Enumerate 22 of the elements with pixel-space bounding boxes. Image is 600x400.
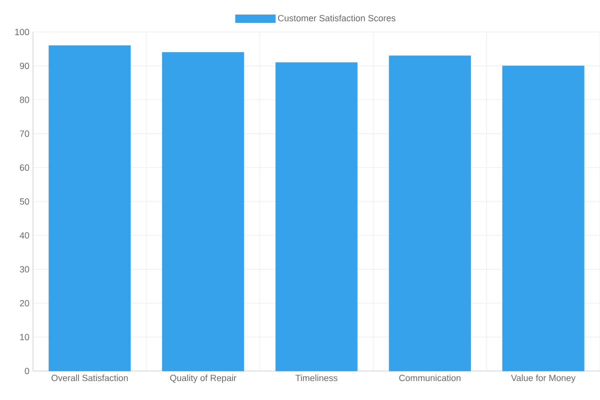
legend-label: Customer Satisfaction Scores [278, 14, 396, 22]
y-tick-label: 10 [20, 334, 30, 340]
y-tick-label: 100 [15, 28, 30, 36]
y-tick-label: 70 [20, 130, 30, 137]
x-tick-label: Value for Money [511, 374, 576, 383]
y-tick-label: 90 [20, 62, 30, 70]
y-tick-label: 20 [20, 300, 30, 306]
bar [162, 52, 244, 372]
x-tick-label: Quality of Repair [170, 374, 236, 383]
y-tick-label: 50 [20, 198, 30, 205]
y-tick-label: 30 [20, 266, 30, 272]
y-tick-label: 0 [24, 368, 30, 374]
y-tick-label: 40 [20, 232, 30, 239]
x-tick-label: Timeliness [295, 374, 338, 382]
bar [275, 62, 358, 372]
bar [388, 56, 471, 372]
y-tick-label: 60 [20, 164, 30, 171]
bar [502, 66, 584, 372]
x-tick-label: Communication [399, 374, 460, 382]
y-tick-label: 80 [20, 96, 30, 103]
bar [48, 45, 131, 372]
x-tick-label: Overall Satisfaction [52, 374, 128, 382]
